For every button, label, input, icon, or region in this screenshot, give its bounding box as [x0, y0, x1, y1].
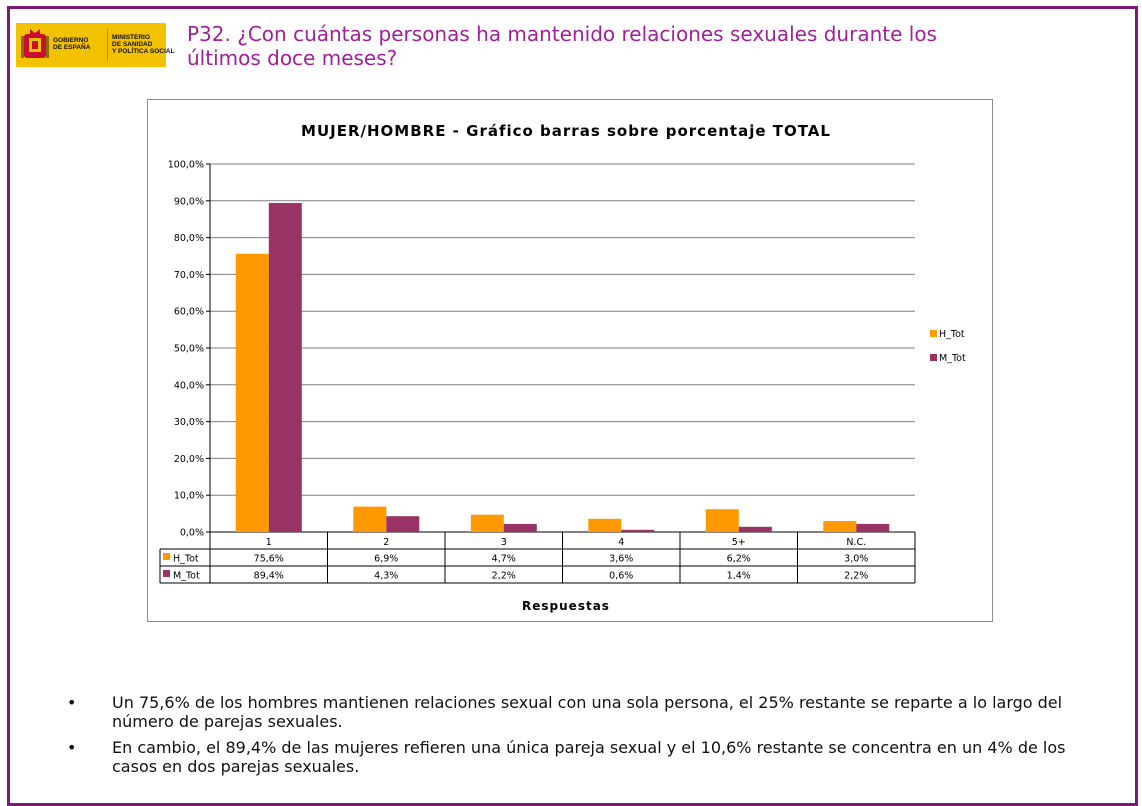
bar-h-tot — [235, 253, 269, 533]
legend-label: H_Tot — [939, 329, 965, 340]
data-label: 6,9% — [374, 554, 398, 565]
x-tick-label: 3 — [501, 537, 507, 548]
x-tick-label: 2 — [383, 537, 389, 548]
bar-m-tot — [268, 203, 302, 532]
coat-of-arms-icon — [21, 29, 49, 58]
data-label: 4,7% — [492, 554, 516, 565]
legend-label: M_Tot — [939, 353, 966, 364]
chart-title: MUJER/HOMBRE - Gráfico barras sobre porc… — [301, 122, 831, 140]
x-tick-label: N.C. — [846, 537, 866, 548]
bar-h-tot — [823, 521, 857, 532]
data-label: 6,2% — [727, 554, 751, 565]
y-tick-label: 40,0% — [174, 380, 204, 391]
y-tick-label: 80,0% — [174, 233, 204, 244]
logo-text-gobierno: GOBIERNO DE ESPAÑA — [53, 37, 91, 51]
title-line-1: P32. ¿Con cuántas personas ha mantenido … — [187, 22, 937, 46]
table-swatch-m-tot — [163, 570, 170, 577]
y-tick-label: 50,0% — [174, 344, 204, 355]
data-label: 2,2% — [844, 571, 868, 582]
data-label: 3,6% — [609, 554, 633, 565]
y-axis-ticks: 100,0% 90,0% 80,0% 70,0% 60,0% 50,0% 40,0% 30,0… — [168, 160, 210, 539]
bar-m-tot — [856, 523, 890, 532]
data-label: 75,6% — [254, 554, 284, 565]
y-tick-label: 60,0% — [174, 307, 204, 318]
y-tick-label: 0,0% — [180, 528, 204, 539]
government-logo: GOBIERNO DE ESPAÑA MINISTERIO DE SANIDAD Y … — [16, 23, 174, 67]
gridlines — [209, 163, 915, 533]
bullet-marker: • — [67, 738, 77, 757]
bar-chart: MUJER/HOMBRE - Gráfico barras sobre porc… — [159, 122, 966, 613]
y-tick-label: 20,0% — [174, 454, 204, 465]
page-title: P32. ¿Con cuántas personas ha mantenido … — [187, 22, 1047, 70]
y-tick-label: 10,0% — [174, 491, 204, 502]
data-label: 2,2% — [492, 571, 516, 582]
legend: H_Tot M_Tot — [930, 329, 966, 364]
bullet-item: • Un 75,6% de los hombres mantienen rela… — [60, 693, 1100, 731]
x-tick-label: 4 — [618, 537, 624, 548]
y-tick-label: 90,0% — [174, 196, 204, 207]
bullet-marker: • — [67, 693, 77, 712]
bar-h-tot — [705, 509, 739, 532]
bullet-list: • Un 75,6% de los hombres mantienen rela… — [60, 693, 1100, 783]
logo-divider — [107, 29, 108, 61]
y-tick-label: 30,0% — [174, 417, 204, 428]
table-swatch-h-tot — [163, 553, 170, 560]
table-series-name: H_Tot — [173, 554, 199, 565]
bullet-text: Un 75,6% de los hombres mantienen relaci… — [112, 693, 1063, 731]
legend-swatch-m-tot — [930, 354, 937, 361]
table-series-name: M_Tot — [173, 571, 200, 582]
title-line-2: últimos doce meses? — [187, 46, 398, 70]
bar-m-tot — [386, 516, 420, 532]
logo-text-ministerio: MINISTERIO DE SANIDAD Y POLÍTICA SOCIAL — [112, 34, 175, 55]
bar-m-tot — [503, 523, 537, 532]
bar-h-tot — [470, 514, 504, 532]
bullet-item: • En cambio, el 89,4% de las mujeres ref… — [60, 738, 1100, 776]
y-tick-label: 70,0% — [174, 270, 204, 281]
bar-m-tot — [621, 529, 655, 532]
x-tick-label: 5+ — [732, 537, 746, 548]
chart-container: MUJER/HOMBRE - Gráfico barras sobre porc… — [147, 99, 993, 622]
data-label: 0,6% — [609, 571, 633, 582]
x-axis-label: Respuestas — [522, 599, 610, 613]
bars — [235, 203, 890, 533]
data-label: 89,4% — [254, 571, 284, 582]
x-tick-label: 1 — [266, 537, 272, 548]
bar-h-tot — [588, 518, 622, 532]
data-label: 4,3% — [374, 571, 398, 582]
bar-h-tot — [353, 506, 387, 532]
data-table: 1 2 3 4 5+ N.C. H_Tot 75,6% 6,9% 4,7% 3,6% 6,2% 3,0%… — [159, 532, 916, 584]
y-tick-label: 100,0% — [168, 160, 204, 171]
bar-m-tot — [738, 526, 772, 532]
data-label: 1,4% — [727, 571, 751, 582]
legend-swatch-h-tot — [930, 330, 937, 337]
bullet-text: En cambio, el 89,4% de las mujeres refie… — [112, 738, 1066, 776]
data-label: 3,0% — [844, 554, 868, 565]
